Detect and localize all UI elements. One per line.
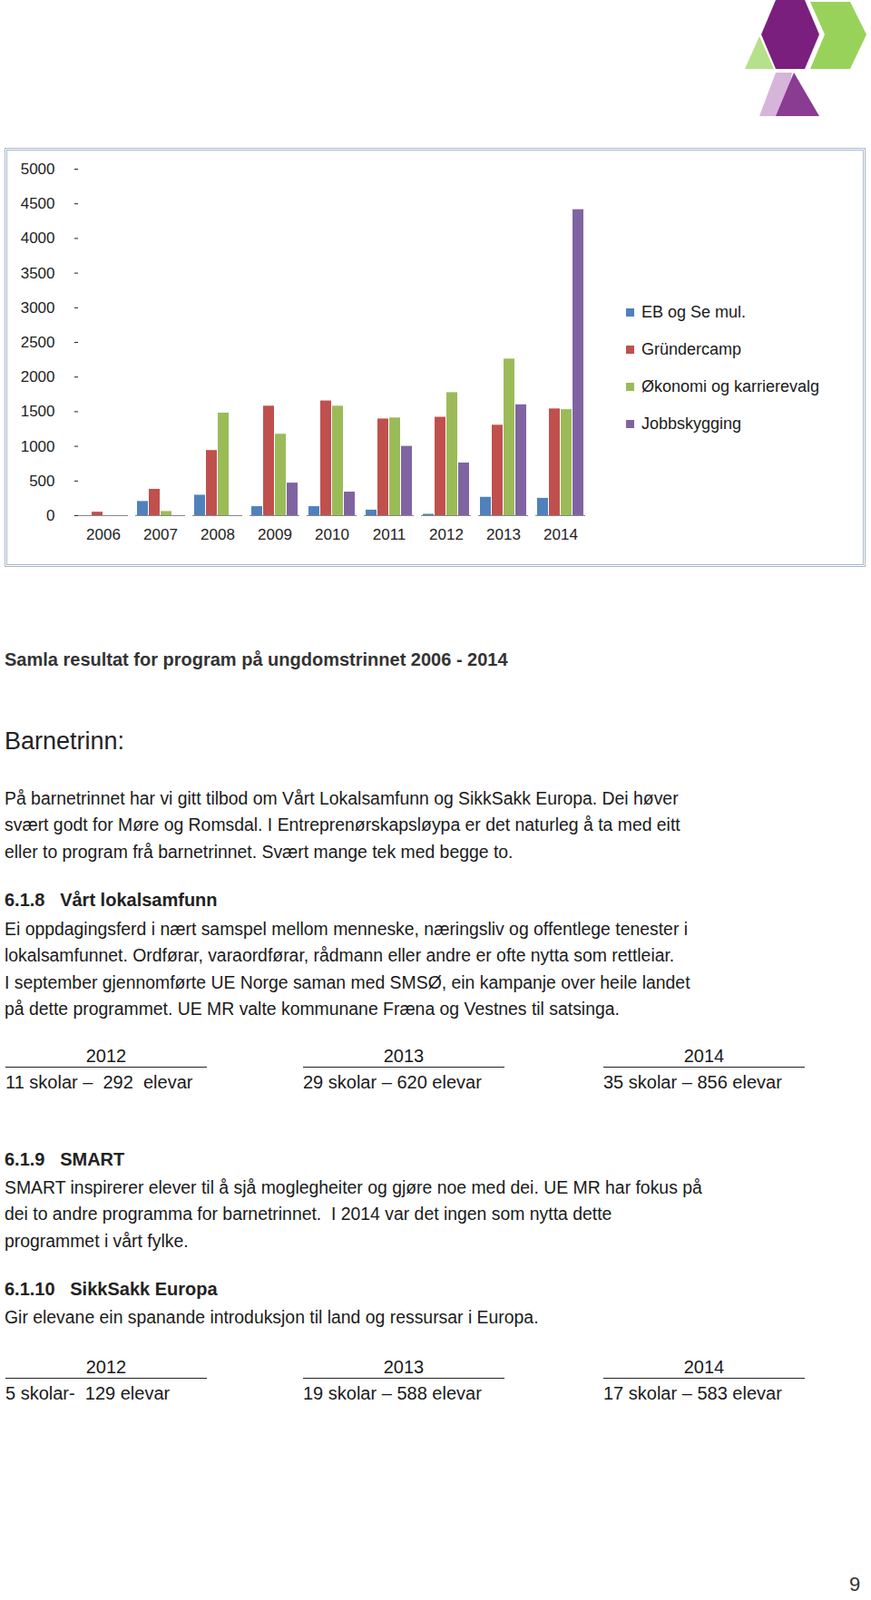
svg-text:2006: 2006 xyxy=(86,526,121,544)
svg-text:2014: 2014 xyxy=(543,526,578,544)
html-text:på dette programmet. UE MR val: på dette programmet. UE MR valte kommuna… xyxy=(4,998,620,1019)
svg-text:3000: 3000 xyxy=(20,299,56,317)
html-text:SMART inspirerer elever til å: SMART inspirerer elever til å sjå mogleg… xyxy=(4,1177,703,1198)
html-text:Ei oppdagingsferd i nært samsp: Ei oppdagingsferd i nært samspel mellom … xyxy=(4,919,688,940)
svg-text:1000: 1000 xyxy=(20,438,56,456)
svg-text:2013: 2013 xyxy=(486,526,521,544)
html-text:2014: 2014 xyxy=(683,1046,725,1067)
html-text:6.1.8 Vårt lokalsamfunn: 6.1.8 Vårt lokalsamfunn xyxy=(4,890,218,911)
html-text:programmet i vårt fylke.: programmet i vårt fylke. xyxy=(4,1230,189,1251)
svg-text:3500: 3500 xyxy=(20,264,56,283)
html-text:17 skolar – 583 elevar: 17 skolar – 583 elevar xyxy=(603,1383,782,1404)
html-text:5 skolar- 129 elevar: 5 skolar- 129 elevar xyxy=(5,1383,170,1404)
html-text:På barnetrinnet har vi gitt ti: På barnetrinnet har vi gitt tilbod om Vå… xyxy=(4,788,679,809)
html-text:11 skolar – 292 elevar: 11 skolar – 292 elevar xyxy=(5,1072,193,1093)
html-text:6.1.10 SikkSakk Europa: 6.1.10 SikkSakk Europa xyxy=(4,1279,218,1300)
html-text:35 skolar – 856 elevar: 35 skolar – 856 elevar xyxy=(603,1072,782,1093)
html-text:svært godt for Møre og Romsdal: svært godt for Møre og Romsdal. I Entrep… xyxy=(4,815,681,835)
svg-text:0: 0 xyxy=(46,507,55,525)
html-text:Jobbskygging: Jobbskygging xyxy=(641,414,742,433)
svg-text:4000: 4000 xyxy=(20,229,56,247)
svg-text:2011: 2011 xyxy=(372,526,407,544)
html-text:6.1.9 SMART: 6.1.9 SMART xyxy=(4,1149,125,1170)
html-text:19 skolar – 588 elevar: 19 skolar – 588 elevar xyxy=(303,1383,482,1404)
html-text:2012: 2012 xyxy=(86,1357,127,1378)
svg-text:2007: 2007 xyxy=(143,526,178,544)
html-text:2014: 2014 xyxy=(683,1357,725,1378)
html-text:EB og Se mul.: EB og Se mul. xyxy=(641,303,746,322)
svg-text:2012: 2012 xyxy=(429,526,464,544)
svg-text:2008: 2008 xyxy=(200,526,235,544)
html-text:Samla resultat for program på: Samla resultat for program på ungdomstri… xyxy=(4,649,508,670)
html-text:2013: 2013 xyxy=(383,1357,424,1378)
svg-text:500: 500 xyxy=(29,472,55,490)
html-text:9: 9 xyxy=(849,1573,861,1596)
html-text:Gir elevane ein spanande intro: Gir elevane ein spanande introduksjon ti… xyxy=(4,1307,539,1328)
html-text:Økonomi og karrierevalg: Økonomi og karrierevalg xyxy=(641,377,820,396)
html-text:29 skolar – 620 elevar: 29 skolar – 620 elevar xyxy=(303,1072,482,1093)
html-text:2012: 2012 xyxy=(86,1046,127,1067)
html-text:Barnetrinn:: Barnetrinn: xyxy=(4,727,125,755)
svg-text:5000: 5000 xyxy=(20,160,56,178)
html-text:2013: 2013 xyxy=(383,1046,424,1067)
html-text:I september gjennomførte UE No: I september gjennomførte UE Norge saman … xyxy=(4,972,690,993)
html-text:lokalsamfunnet. Ordførar, vara: lokalsamfunnet. Ordførar, varaordførar, … xyxy=(4,945,675,966)
svg-text:2500: 2500 xyxy=(20,333,56,352)
svg-text:2010: 2010 xyxy=(314,526,350,544)
html-text:dei to andre programma for bar: dei to andre programma for barnetrinnet.… xyxy=(4,1204,612,1225)
svg-text:2009: 2009 xyxy=(257,526,293,544)
svg-text:2000: 2000 xyxy=(20,368,56,386)
svg-text:1500: 1500 xyxy=(20,402,56,421)
html-text:Gründercamp: Gründercamp xyxy=(641,340,742,359)
html-text:eller to program frå barnetrin: eller to program frå barnetrinnet. Svært… xyxy=(4,841,514,862)
svg-text:4500: 4500 xyxy=(20,195,56,213)
